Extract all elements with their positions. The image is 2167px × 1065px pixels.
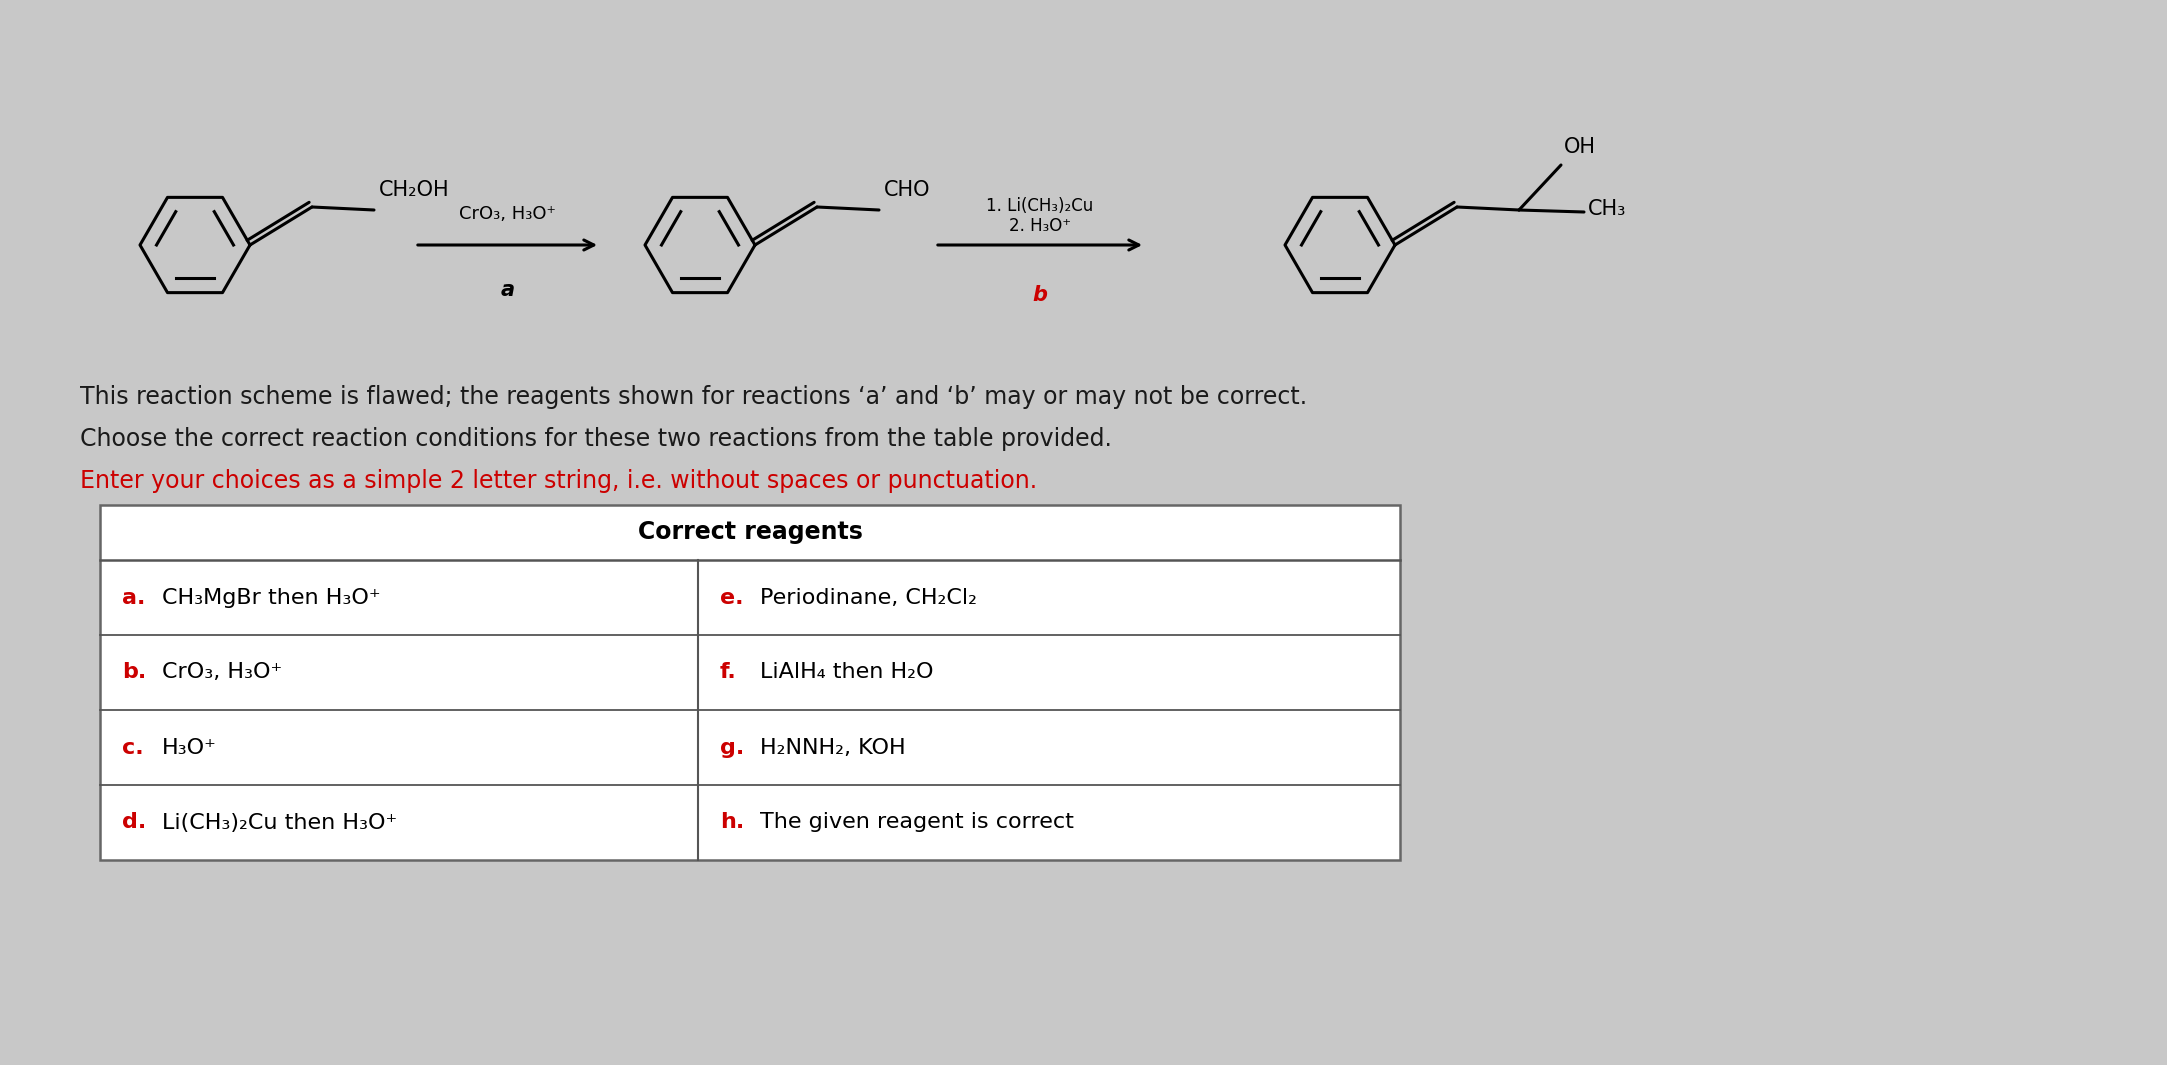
Text: e.: e.	[719, 588, 743, 607]
Text: H₃O⁺: H₃O⁺	[163, 737, 217, 757]
Text: Periodinane, CH₂Cl₂: Periodinane, CH₂Cl₂	[761, 588, 977, 607]
Text: Enter your choices as a simple 2 letter string, i.e. without spaces or punctuati: Enter your choices as a simple 2 letter …	[80, 469, 1038, 493]
Text: CrO₃, H₃O⁺: CrO₃, H₃O⁺	[163, 662, 282, 683]
Text: CH₂OH: CH₂OH	[379, 180, 449, 200]
Text: Li(CH₃)₂Cu then H₃O⁺: Li(CH₃)₂Cu then H₃O⁺	[163, 813, 397, 833]
Text: b: b	[1031, 285, 1047, 305]
Text: OH: OH	[1565, 137, 1597, 157]
Text: Choose the correct reaction conditions for these two reactions from the table pr: Choose the correct reaction conditions f…	[80, 427, 1112, 450]
Text: This reaction scheme is flawed; the reagents shown for reactions ‘a’ and ‘b’ may: This reaction scheme is flawed; the reag…	[80, 386, 1307, 409]
Text: The given reagent is correct: The given reagent is correct	[761, 813, 1075, 833]
Text: 1. Li(CH₃)₂Cu: 1. Li(CH₃)₂Cu	[986, 197, 1094, 215]
Text: H₂NNH₂, KOH: H₂NNH₂, KOH	[761, 737, 906, 757]
Text: CH₃MgBr then H₃O⁺: CH₃MgBr then H₃O⁺	[163, 588, 381, 607]
Text: f.: f.	[719, 662, 737, 683]
Text: a: a	[501, 280, 514, 300]
Text: h.: h.	[719, 813, 743, 833]
Text: a.: a.	[121, 588, 145, 607]
Text: LiAlH₄ then H₂O: LiAlH₄ then H₂O	[761, 662, 934, 683]
Text: b.: b.	[121, 662, 145, 683]
Text: CHO: CHO	[884, 180, 930, 200]
Text: d.: d.	[121, 813, 145, 833]
Text: c.: c.	[121, 737, 143, 757]
Text: CH₃: CH₃	[1588, 199, 1627, 219]
Bar	[100, 505, 1400, 861]
Text: 2. H₃O⁺: 2. H₃O⁺	[1010, 217, 1070, 235]
Text: CrO₃, H₃O⁺: CrO₃, H₃O⁺	[459, 204, 557, 223]
Text: Correct reagents: Correct reagents	[637, 521, 862, 544]
Text: g.: g.	[719, 737, 743, 757]
